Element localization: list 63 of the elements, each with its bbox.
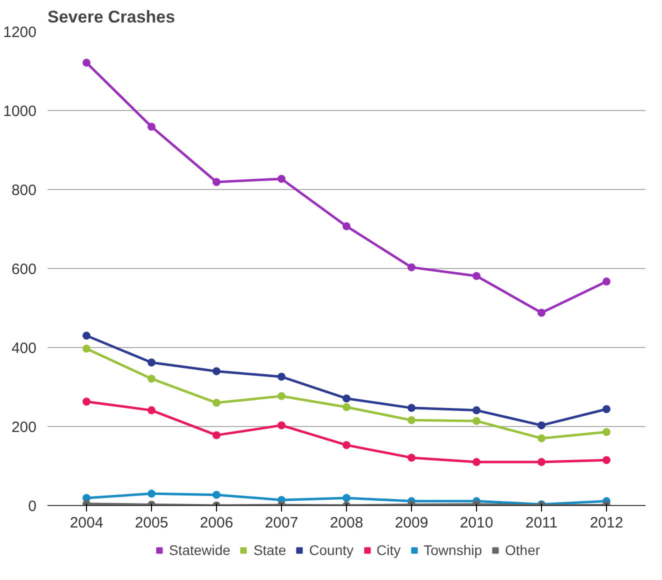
y-tick-label: 800 bbox=[11, 182, 37, 199]
chart-title: Severe Crashes bbox=[48, 8, 176, 26]
y-tick-label: 400 bbox=[11, 340, 37, 357]
point bbox=[472, 406, 480, 414]
point bbox=[148, 406, 156, 414]
point bbox=[212, 178, 220, 186]
point bbox=[472, 458, 480, 466]
point bbox=[602, 405, 610, 414]
point bbox=[278, 421, 286, 430]
point bbox=[82, 344, 90, 353]
point bbox=[278, 372, 286, 381]
point bbox=[148, 490, 156, 498]
x-tick-label: 2004 bbox=[70, 514, 104, 532]
point bbox=[82, 332, 90, 340]
point bbox=[538, 458, 546, 466]
x-tick-label: 2010 bbox=[460, 514, 494, 532]
y-tick-label: 1200 bbox=[3, 24, 37, 41]
point bbox=[148, 374, 156, 383]
point bbox=[212, 490, 220, 499]
legend-label: City bbox=[376, 542, 401, 558]
x-tick-label: 2005 bbox=[134, 514, 168, 532]
x-tick-label: 2008 bbox=[330, 514, 364, 532]
point bbox=[538, 434, 546, 442]
point bbox=[602, 428, 610, 436]
point bbox=[212, 431, 220, 440]
point bbox=[212, 398, 220, 407]
legend-label: County bbox=[309, 542, 354, 558]
point bbox=[342, 441, 350, 450]
point bbox=[342, 494, 350, 502]
point bbox=[408, 454, 416, 462]
legend-label: Other bbox=[505, 542, 540, 558]
point bbox=[472, 272, 480, 280]
y-tick-label: 200 bbox=[11, 419, 37, 436]
x-tick-label: 2012 bbox=[590, 514, 624, 532]
point bbox=[148, 358, 156, 367]
point bbox=[538, 308, 546, 317]
point bbox=[278, 392, 286, 400]
point bbox=[278, 174, 286, 183]
y-tick-label: 1000 bbox=[3, 103, 37, 120]
y-tick-label: 600 bbox=[11, 261, 37, 278]
x-tick-label: 2007 bbox=[264, 514, 298, 532]
point bbox=[538, 421, 546, 430]
point bbox=[408, 404, 416, 412]
point bbox=[82, 398, 90, 406]
point bbox=[602, 278, 610, 286]
point bbox=[342, 403, 350, 412]
point bbox=[408, 263, 416, 272]
x-tick-label: 2009 bbox=[394, 514, 428, 532]
point bbox=[408, 416, 416, 424]
point bbox=[602, 456, 610, 464]
point bbox=[82, 58, 90, 67]
legend-label: Township bbox=[424, 542, 482, 558]
point bbox=[342, 222, 350, 230]
point bbox=[472, 416, 480, 425]
point bbox=[148, 122, 156, 131]
x-tick-label: 2011 bbox=[525, 514, 558, 532]
legend-label: State bbox=[253, 542, 286, 558]
y-tick-label: 0 bbox=[28, 498, 36, 515]
point bbox=[82, 500, 90, 506]
x-tick-label: 2006 bbox=[200, 514, 234, 532]
legend-label: Statewide bbox=[168, 542, 230, 558]
point bbox=[342, 394, 350, 402]
point bbox=[212, 367, 220, 376]
